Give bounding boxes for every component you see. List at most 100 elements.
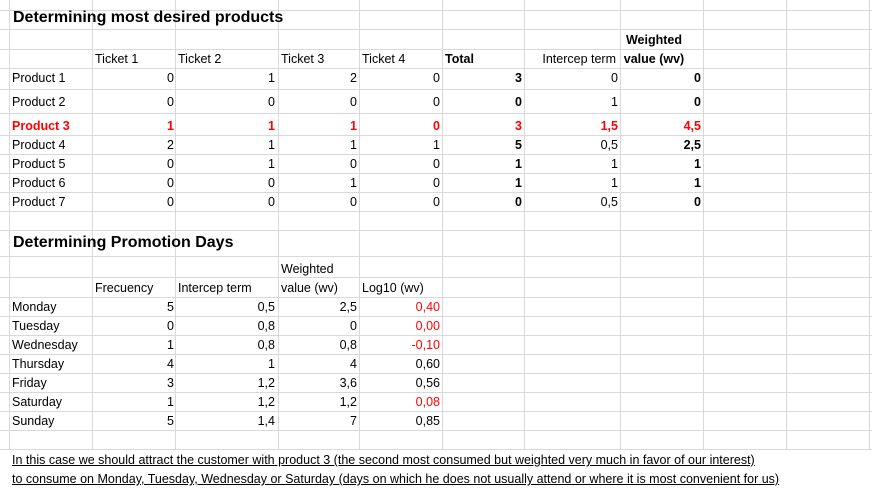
header-ticket-1: Ticket 1: [95, 52, 139, 66]
day-cell-wv: 7: [350, 414, 357, 428]
header-weighted-2-line2: value (wv): [281, 281, 338, 295]
day-cell-intercept: 1: [268, 357, 275, 371]
product-cell-intercept: 0,5: [600, 195, 618, 209]
product-cell-t4: 0: [433, 119, 440, 133]
day-cell-log: 0,40: [415, 300, 440, 314]
day-cell-freq: 4: [167, 357, 174, 371]
day-cell-freq: 5: [167, 414, 174, 428]
product-cell-t4: 1: [433, 138, 440, 152]
day-cell-wv: 4: [350, 357, 357, 371]
day-cell-intercept: 0,5: [257, 300, 275, 314]
product-cell-intercept: 1: [611, 176, 618, 190]
day-cell-freq: 5: [167, 300, 174, 314]
product-cell-t2: 0: [268, 95, 275, 109]
header-weighted-line2: value (wv): [623, 52, 685, 66]
day-cell-intercept: 1,2: [257, 376, 275, 390]
product-label: Product 2: [12, 95, 66, 109]
header-ticket-3: Ticket 3: [281, 52, 325, 66]
header-log10: Log10 (wv): [362, 281, 424, 295]
day-cell-wv: 0,8: [339, 338, 357, 352]
header-total: Total: [445, 52, 474, 66]
product-cell-t4: 0: [433, 95, 440, 109]
product-cell-t4: 0: [433, 157, 440, 171]
day-cell-intercept: 0,8: [257, 338, 275, 352]
conclusion-line-1: In this case we should attract the custo…: [12, 453, 755, 467]
section-title-promotion-days: Determining Promotion Days: [13, 234, 234, 251]
day-label: Sunday: [12, 414, 55, 428]
day-cell-intercept: 1,4: [257, 414, 275, 428]
header-frequency: Frecuency: [95, 281, 154, 295]
product-label: Product 5: [12, 157, 66, 171]
product-cell-t2: 0: [268, 195, 275, 209]
day-cell-freq: 3: [167, 376, 174, 390]
header-weighted-2-line1: Weighted: [281, 262, 334, 276]
product-cell-t1: 0: [167, 176, 174, 190]
product-cell-wv: 4,5: [683, 119, 701, 133]
product-cell-t1: 0: [167, 95, 174, 109]
product-cell-t4: 0: [433, 195, 440, 209]
product-cell-t2: 1: [268, 119, 275, 133]
product-label: Product 7: [12, 195, 66, 209]
product-cell-t2: 1: [268, 157, 275, 171]
product-cell-total: 3: [515, 119, 522, 133]
product-cell-t2: 1: [268, 71, 275, 85]
product-label: Product 6: [12, 176, 66, 190]
product-cell-total: 1: [515, 157, 522, 171]
product-cell-intercept: 1: [611, 95, 618, 109]
product-cell-t2: 0: [268, 176, 275, 190]
conclusion-line-2: to consume on Monday, Tuesday, Wednesday…: [12, 472, 780, 486]
header-weighted-line1: Weighted: [625, 33, 683, 47]
day-cell-intercept: 0,8: [257, 319, 275, 333]
day-cell-log: 0,08: [415, 395, 440, 409]
product-cell-wv: 1: [694, 157, 701, 171]
product-cell-total: 0: [515, 195, 522, 209]
day-cell-log: 0,00: [415, 319, 440, 333]
product-cell-total: 0: [515, 95, 522, 109]
day-cell-freq: 0: [167, 319, 174, 333]
product-cell-t1: 0: [167, 157, 174, 171]
product-cell-t3: 2: [350, 71, 357, 85]
product-cell-t3: 1: [350, 119, 357, 133]
product-cell-t1: 0: [167, 195, 174, 209]
product-label: Product 4: [12, 138, 66, 152]
product-label: Product 1: [12, 71, 66, 85]
product-cell-t3: 0: [350, 195, 357, 209]
day-cell-wv: 3,6: [339, 376, 357, 390]
day-label: Thursday: [12, 357, 65, 371]
product-cell-intercept: 0,5: [600, 138, 618, 152]
header-ticket-4: Ticket 4: [362, 52, 406, 66]
product-cell-wv: 2,5: [683, 138, 701, 152]
product-cell-intercept: 1,5: [600, 119, 618, 133]
product-cell-t1: 0: [167, 71, 174, 85]
product-cell-total: 3: [515, 71, 522, 85]
day-cell-log: 0,85: [415, 414, 440, 428]
product-label: Product 3: [12, 119, 70, 133]
day-cell-wv: 1,2: [339, 395, 357, 409]
header-intercept-term: Intercep term: [542, 52, 616, 66]
product-cell-t4: 0: [433, 71, 440, 85]
product-cell-t3: 1: [350, 176, 357, 190]
header-intercept-term-2: Intercep term: [178, 281, 252, 295]
product-cell-total: 1: [515, 176, 522, 190]
day-cell-log: -0,10: [411, 338, 441, 352]
product-cell-t3: 0: [350, 95, 357, 109]
day-cell-wv: 2,5: [339, 300, 357, 314]
product-cell-t1: 2: [167, 138, 174, 152]
day-cell-freq: 1: [167, 338, 174, 352]
day-cell-log: 0,56: [415, 376, 440, 390]
day-cell-log: 0,60: [415, 357, 440, 371]
day-cell-freq: 1: [167, 395, 174, 409]
product-cell-wv: 1: [694, 176, 701, 190]
product-cell-intercept: 1: [611, 157, 618, 171]
header-ticket-2: Ticket 2: [178, 52, 222, 66]
product-cell-total: 5: [515, 138, 522, 152]
day-label: Tuesday: [12, 319, 60, 333]
product-cell-t2: 1: [268, 138, 275, 152]
product-cell-t3: 1: [350, 138, 357, 152]
day-cell-intercept: 1,2: [257, 395, 275, 409]
day-label: Wednesday: [12, 338, 78, 352]
product-cell-wv: 0: [694, 95, 701, 109]
product-cell-t3: 0: [350, 157, 357, 171]
product-cell-intercept: 0: [611, 71, 618, 85]
